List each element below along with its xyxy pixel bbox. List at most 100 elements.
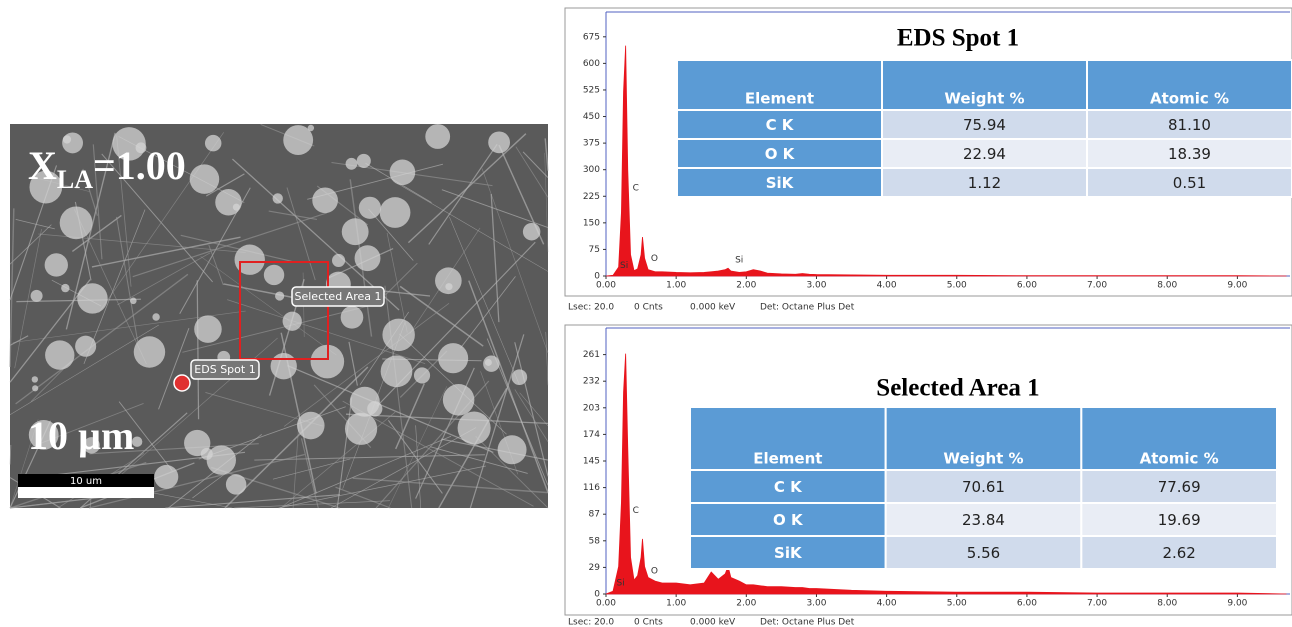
status-text: Lsec: 20.0 (568, 303, 614, 313)
x-tick-label: 3.00 (806, 281, 826, 291)
peak-label: C (633, 184, 639, 194)
particle (357, 154, 371, 168)
table-header: Atomic % (1150, 90, 1229, 108)
label-sub: LA (57, 165, 93, 194)
status-text: Lsec: 20.0 (568, 618, 614, 627)
table-header: Element (753, 450, 822, 468)
status-text: Det: Octane Plus Det (760, 303, 855, 313)
x-tick-label: 4.00 (877, 599, 897, 609)
status-text: 0.000 keV (690, 618, 736, 627)
table-header: Element (745, 90, 814, 108)
x-tick-label: 1.00 (666, 281, 686, 291)
particle (381, 356, 413, 388)
particle (297, 412, 325, 440)
particle (45, 340, 74, 369)
particle (367, 401, 382, 416)
particle (425, 124, 450, 149)
particle (226, 474, 246, 494)
peak-label: C (633, 506, 639, 516)
peak-label: O (651, 254, 658, 264)
particle (75, 336, 96, 357)
particle (380, 197, 411, 228)
particle (134, 336, 165, 367)
y-tick-label: 203 (583, 403, 600, 413)
x-tick-label: 1.00 (666, 599, 686, 609)
figure: Selected Area 1 EDS Spot 1 XLA=1.00 10 µ… (0, 0, 1292, 627)
peak-label: Si (617, 578, 625, 588)
particle (458, 411, 491, 444)
particle (443, 384, 475, 416)
x-tick-label: 5.00 (947, 281, 967, 291)
status-text: Det: Octane Plus Det (760, 618, 855, 627)
particle (233, 204, 240, 211)
table-cell: 75.94 (963, 116, 1006, 134)
particle (308, 125, 314, 131)
particle (273, 193, 283, 203)
particle (61, 284, 69, 292)
table-cell: 77.69 (1158, 478, 1201, 496)
y-tick-label: 29 (589, 563, 601, 573)
y-tick-label: 600 (583, 59, 600, 69)
particle (60, 207, 93, 240)
status-text: 0 Cnts (634, 618, 663, 627)
table-cell: 1.12 (968, 174, 1001, 192)
y-tick-label: 87 (589, 510, 600, 520)
y-tick-label: 58 (589, 536, 601, 546)
particle (512, 369, 528, 385)
particle (332, 254, 345, 267)
table-cell: 22.94 (963, 145, 1006, 163)
particle (283, 312, 302, 331)
particle (345, 413, 377, 445)
x-tick-label: 6.00 (1017, 281, 1037, 291)
scale-bar-label: 10 um (70, 476, 102, 487)
y-tick-label: 150 (583, 218, 600, 228)
particle (275, 291, 284, 300)
particle (264, 265, 284, 285)
peak-label: O (651, 567, 658, 577)
table-cell: 70.61 (962, 478, 1005, 496)
table-cell: 0.51 (1173, 174, 1206, 192)
particle (152, 313, 159, 320)
particle (341, 306, 364, 329)
particle (359, 197, 381, 219)
sample-label: XLA=1.00 (28, 143, 186, 194)
particle (483, 356, 499, 372)
particle (414, 367, 430, 383)
particle (438, 343, 468, 373)
particle (390, 159, 416, 185)
particle (194, 315, 222, 343)
table-header: Weight % (943, 450, 1023, 468)
table-cell: 23.84 (962, 511, 1005, 529)
x-tick-label: 5.00 (947, 599, 967, 609)
chart-title: Selected Area 1 (876, 375, 1039, 402)
particle (154, 465, 178, 489)
table-cell: C K (774, 478, 803, 496)
y-tick-label: 145 (583, 457, 600, 467)
table-cell: C K (766, 116, 795, 134)
table-cell: 18.39 (1168, 145, 1211, 163)
x-tick-label: 9.00 (1227, 599, 1247, 609)
y-tick-label: 300 (583, 165, 600, 175)
particle (382, 319, 414, 351)
x-tick-label: 8.00 (1157, 281, 1177, 291)
table-cell: 2.62 (1162, 544, 1195, 562)
particle (312, 187, 338, 213)
x-tick-label: 8.00 (1157, 599, 1177, 609)
x-tick-label: 4.00 (877, 281, 897, 291)
label-part: X (28, 143, 57, 188)
particle (342, 218, 369, 245)
particle (32, 385, 38, 391)
particle (215, 189, 242, 216)
y-tick-label: 174 (583, 430, 600, 440)
particle (498, 435, 527, 464)
x-tick-label: 7.00 (1087, 281, 1107, 291)
particle (488, 131, 510, 153)
y-tick-label: 375 (583, 139, 600, 149)
peak-label: Si (620, 261, 628, 271)
scale-text: 10 µm (28, 413, 134, 458)
y-tick-label: 261 (583, 350, 600, 360)
particle (77, 283, 107, 313)
callout-label: EDS Spot 1 (194, 363, 255, 376)
x-tick-label: 2.00 (736, 599, 756, 609)
particle (31, 290, 43, 302)
